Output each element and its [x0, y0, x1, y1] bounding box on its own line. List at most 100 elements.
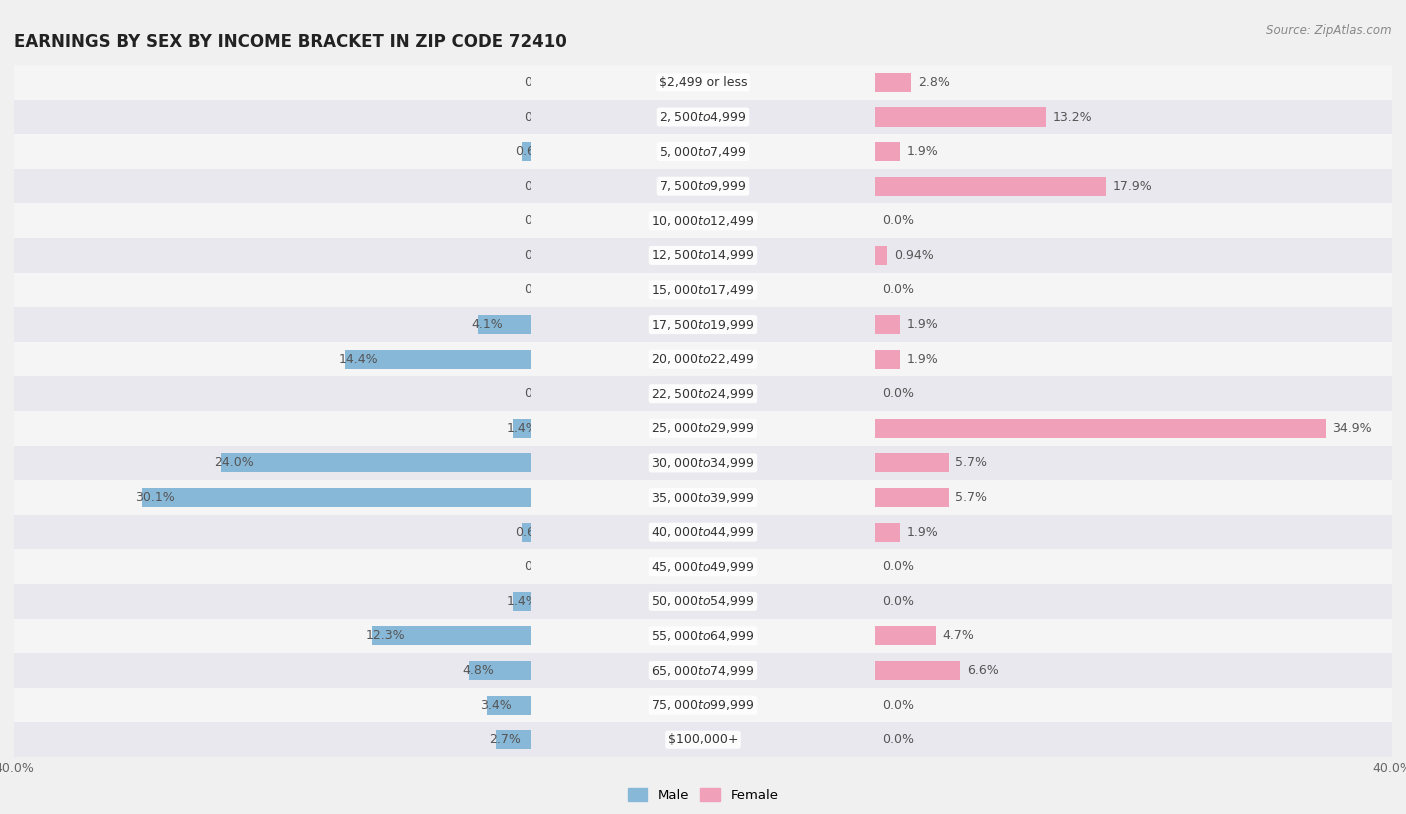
Bar — [14, 204, 531, 238]
Text: $22,500 to $24,999: $22,500 to $24,999 — [651, 387, 755, 400]
Text: 6.6%: 6.6% — [967, 664, 998, 677]
Bar — [876, 315, 900, 334]
Bar — [221, 453, 531, 472]
Text: $7,500 to $9,999: $7,500 to $9,999 — [659, 179, 747, 193]
Bar — [531, 65, 876, 99]
Text: 0.0%: 0.0% — [524, 111, 557, 124]
Text: 0.0%: 0.0% — [882, 560, 914, 573]
Text: 1.9%: 1.9% — [907, 526, 938, 539]
Bar — [876, 453, 949, 472]
Text: 5.7%: 5.7% — [955, 457, 987, 470]
Bar — [14, 584, 531, 619]
Bar — [14, 446, 531, 480]
Text: $25,000 to $29,999: $25,000 to $29,999 — [651, 422, 755, 435]
Text: 2.7%: 2.7% — [489, 733, 522, 746]
Bar — [531, 342, 876, 376]
Text: 1.9%: 1.9% — [907, 145, 938, 158]
Text: Source: ZipAtlas.com: Source: ZipAtlas.com — [1267, 24, 1392, 37]
Bar — [531, 584, 876, 619]
Bar — [876, 73, 911, 92]
Text: 30.1%: 30.1% — [135, 491, 176, 504]
Text: $65,000 to $74,999: $65,000 to $74,999 — [651, 663, 755, 677]
Bar — [14, 411, 531, 446]
Text: 0.0%: 0.0% — [882, 214, 914, 227]
Text: $55,000 to $64,999: $55,000 to $64,999 — [651, 629, 755, 643]
Bar — [876, 273, 1392, 307]
Text: $12,500 to $14,999: $12,500 to $14,999 — [651, 248, 755, 262]
Text: $5,000 to $7,499: $5,000 to $7,499 — [659, 145, 747, 159]
Bar — [876, 514, 1392, 549]
Text: $10,000 to $12,499: $10,000 to $12,499 — [651, 214, 755, 228]
Bar — [876, 342, 1392, 376]
Text: $20,000 to $22,499: $20,000 to $22,499 — [651, 352, 755, 366]
Text: $100,000+: $100,000+ — [668, 733, 738, 746]
Text: 0.0%: 0.0% — [882, 595, 914, 608]
Bar — [876, 350, 900, 369]
Text: 13.2%: 13.2% — [1052, 111, 1092, 124]
Text: $40,000 to $44,999: $40,000 to $44,999 — [651, 525, 755, 539]
Text: $30,000 to $34,999: $30,000 to $34,999 — [651, 456, 755, 470]
Bar — [14, 480, 531, 515]
Text: 3.4%: 3.4% — [481, 698, 512, 711]
Bar — [876, 169, 1392, 204]
Text: 4.8%: 4.8% — [463, 664, 494, 677]
Bar — [876, 480, 1392, 515]
Text: 0.0%: 0.0% — [882, 283, 914, 296]
Bar — [876, 488, 949, 507]
Bar — [876, 619, 1392, 653]
Bar — [14, 723, 531, 757]
Text: $2,499 or less: $2,499 or less — [659, 76, 747, 89]
Text: EARNINGS BY SEX BY INCOME BRACKET IN ZIP CODE 72410: EARNINGS BY SEX BY INCOME BRACKET IN ZIP… — [14, 33, 567, 50]
Bar — [14, 514, 531, 549]
Bar — [876, 65, 1392, 99]
Bar — [531, 169, 876, 204]
Bar — [513, 592, 531, 610]
Text: 0.0%: 0.0% — [524, 560, 557, 573]
Bar — [14, 619, 531, 653]
Text: 0.0%: 0.0% — [524, 387, 557, 400]
Bar — [478, 315, 531, 334]
Bar — [531, 688, 876, 723]
Bar — [876, 142, 900, 161]
Bar — [876, 627, 936, 646]
Bar — [531, 723, 876, 757]
Bar — [522, 142, 531, 161]
Bar — [486, 696, 531, 715]
Text: 0.0%: 0.0% — [524, 76, 557, 89]
Bar — [876, 411, 1392, 446]
Text: 0.68%: 0.68% — [516, 526, 555, 539]
Bar — [876, 307, 1392, 342]
Bar — [531, 273, 876, 307]
Text: 1.9%: 1.9% — [907, 352, 938, 365]
Bar — [14, 688, 531, 723]
Bar — [876, 661, 960, 680]
Bar — [876, 204, 1392, 238]
Text: 0.0%: 0.0% — [524, 180, 557, 193]
Text: 0.68%: 0.68% — [516, 145, 555, 158]
Bar — [14, 653, 531, 688]
Text: $50,000 to $54,999: $50,000 to $54,999 — [651, 594, 755, 608]
Bar — [14, 342, 531, 376]
Bar — [371, 627, 531, 646]
Text: 0.0%: 0.0% — [882, 698, 914, 711]
Bar — [14, 549, 531, 584]
Text: 0.0%: 0.0% — [524, 283, 557, 296]
Bar — [496, 730, 531, 749]
Text: 1.4%: 1.4% — [506, 422, 538, 435]
Bar — [876, 584, 1392, 619]
Bar — [14, 99, 531, 134]
Text: $17,500 to $19,999: $17,500 to $19,999 — [651, 317, 755, 331]
Bar — [876, 446, 1392, 480]
Bar — [876, 376, 1392, 411]
Text: 5.7%: 5.7% — [955, 491, 987, 504]
Bar — [876, 99, 1392, 134]
Bar — [142, 488, 531, 507]
Bar — [876, 134, 1392, 169]
Text: 0.94%: 0.94% — [894, 249, 934, 262]
Text: 2.8%: 2.8% — [918, 76, 949, 89]
Bar — [876, 177, 1107, 195]
Bar — [876, 688, 1392, 723]
Text: 0.0%: 0.0% — [524, 249, 557, 262]
Bar — [344, 350, 531, 369]
Legend: Male, Female: Male, Female — [623, 782, 783, 807]
